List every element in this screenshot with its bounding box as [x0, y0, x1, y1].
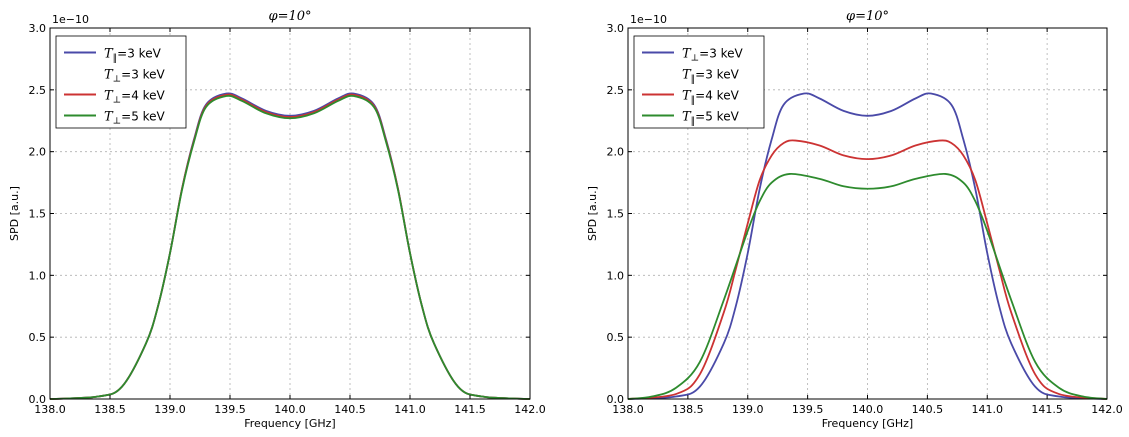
x-tick-label: 139.0: [154, 403, 186, 416]
legend-box: [55, 35, 187, 129]
x-tick-label: 138.5: [672, 403, 704, 416]
legend: T‖=3 keV T⊥=3 keV T⊥=4 keV T⊥=5 keV: [55, 35, 187, 129]
series-line-2: [49, 94, 531, 400]
x-tick-label: 138.0: [34, 403, 66, 416]
x-axis-label: Frequency [GHz]: [822, 417, 913, 430]
x-tick-label: 142.0: [1091, 403, 1123, 416]
legend-label: T‖=5 keV: [682, 110, 740, 127]
x-tick-label: 140.0: [274, 403, 306, 416]
y-tick-label: 1.5: [29, 208, 47, 221]
chart-title: φ=10°: [846, 9, 889, 24]
x-tick-label: 140.5: [334, 403, 366, 416]
x-tick-label: 142.0: [514, 403, 546, 416]
x-tick-label: 138.0: [612, 403, 644, 416]
x-axis-label: Frequency [GHz]: [244, 417, 335, 430]
x-tick-label: 140.5: [912, 403, 944, 416]
y-tick-label: 0.0: [607, 393, 625, 406]
y-tick-label: 2.0: [607, 146, 625, 159]
x-tick-label: 141.5: [1031, 403, 1063, 416]
legend-label: T‖=3 keV: [682, 68, 740, 85]
legend-box: [633, 35, 765, 129]
y-tick-label: 1.0: [29, 269, 47, 282]
y-tick-label: 1.5: [607, 208, 625, 221]
x-tick-label: 138.5: [94, 403, 126, 416]
y-tick-label: 2.5: [29, 84, 47, 97]
y-tick-label: 2.0: [29, 146, 47, 159]
x-tick-label: 139.5: [214, 403, 246, 416]
legend-label: T⊥=5 keV: [104, 110, 166, 127]
chart-left: 138.0 138.5 139.0 139.5 140.0 140.5 141.0 141.5…: [8, 9, 546, 430]
chart-title: φ=10°: [268, 9, 311, 24]
x-tick-label: 139.5: [792, 403, 824, 416]
x-tick-label: 139.0: [732, 403, 764, 416]
legend-label: T‖=4 keV: [682, 89, 740, 106]
chart-right: 138.0 138.5 139.0 139.5 140.0 140.5 141.0 141.5…: [586, 9, 1123, 430]
legend: T⊥=3 keV T‖=3 keV T‖=4 keV T‖=5 keV: [633, 35, 765, 129]
y-tick-label: 0.0: [29, 393, 47, 406]
y-tick-label: 1.0: [607, 269, 625, 282]
series-line-2: [627, 172, 1108, 400]
x-tick-label: 141.5: [454, 403, 486, 416]
y-tick-label: 2.5: [607, 84, 625, 97]
x-tick-label: 140.0: [852, 403, 884, 416]
y-offset-label: 1e−10: [52, 13, 89, 26]
series-line-0: [627, 92, 1108, 400]
y-axis-label: SPD [a.u.]: [8, 186, 21, 241]
x-tick-label: 141.0: [972, 403, 1004, 416]
legend-label: T⊥=3 keV: [682, 47, 744, 64]
y-tick-label: 0.5: [29, 331, 47, 344]
x-tick-label: 141.0: [394, 403, 426, 416]
y-tick-label: 0.5: [607, 331, 625, 344]
y-offset-label: 1e−10: [630, 13, 667, 26]
series-line-1: [627, 139, 1108, 400]
y-tick-label: 3.0: [607, 22, 625, 35]
y-tick-label: 3.0: [29, 22, 47, 35]
legend-label: T⊥=3 keV: [104, 68, 166, 85]
legend-label: T‖=3 keV: [104, 47, 162, 64]
y-axis-label: SPD [a.u.]: [586, 186, 599, 241]
legend-label: T⊥=4 keV: [104, 89, 166, 106]
